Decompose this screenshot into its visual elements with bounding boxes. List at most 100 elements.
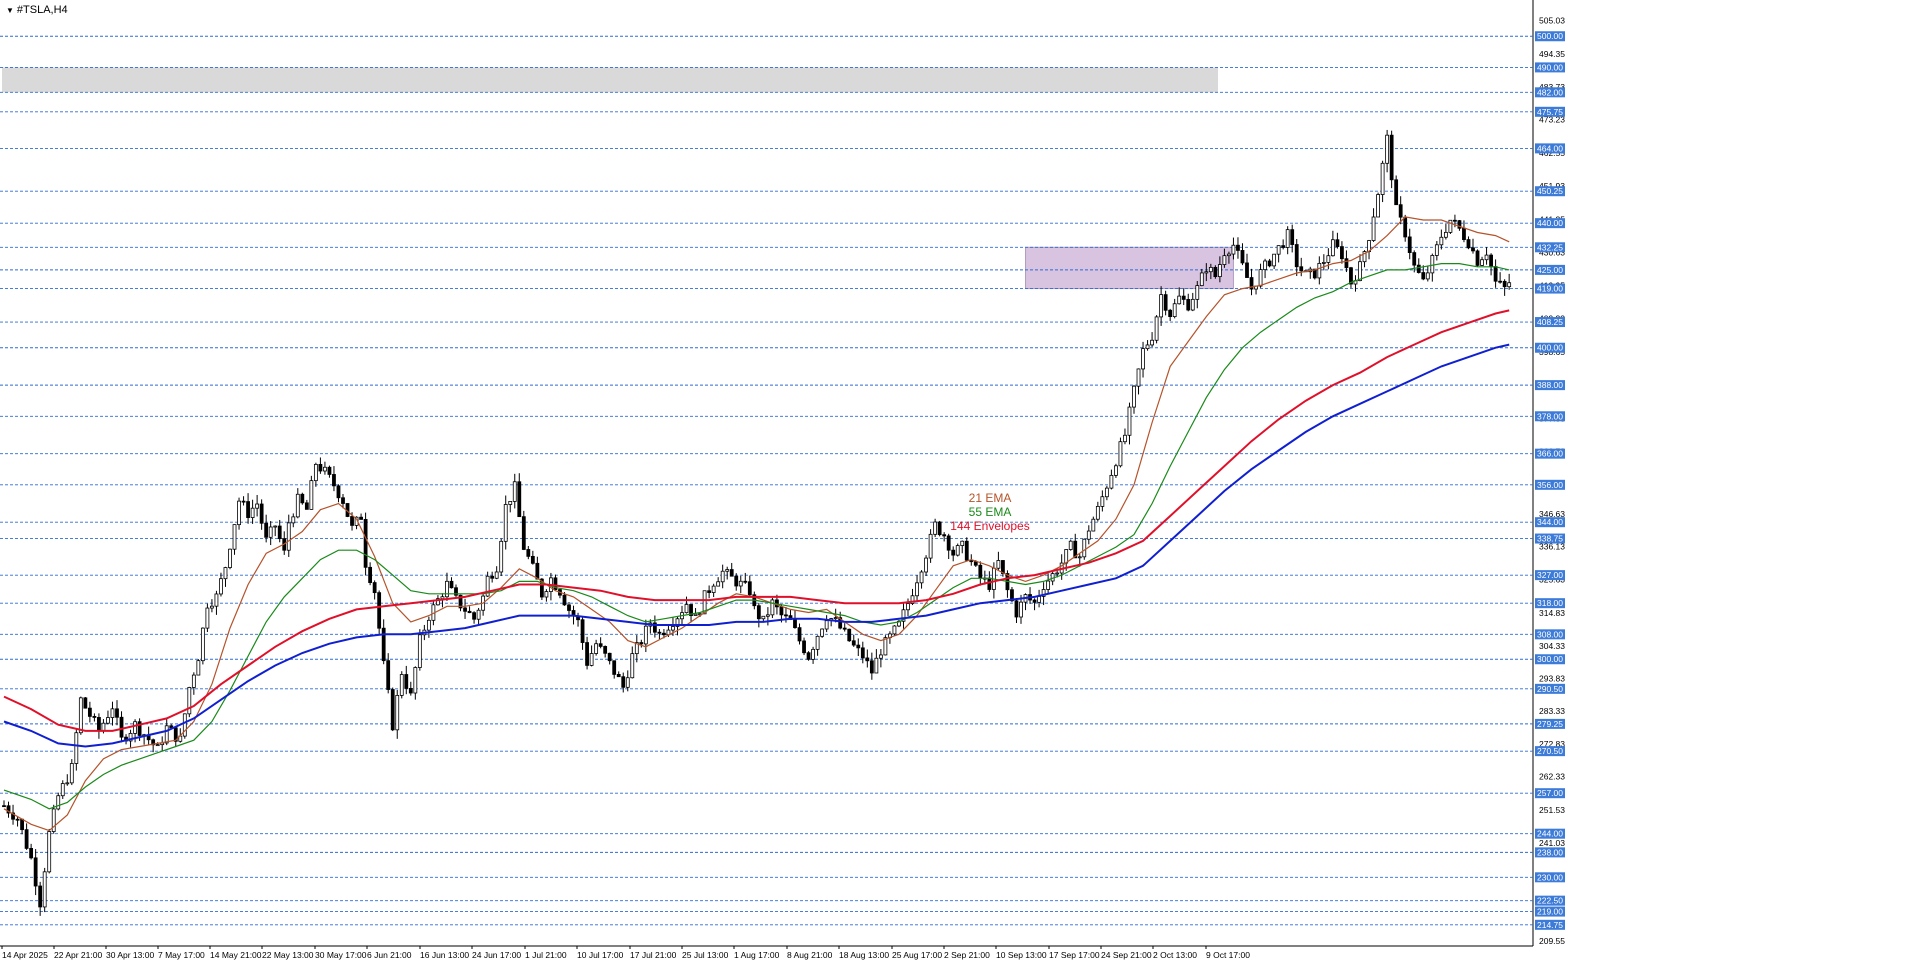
- candle-body: [51, 808, 56, 832]
- candle-body: [517, 481, 522, 518]
- candle-body: [1276, 245, 1281, 255]
- candle-body: [937, 521, 942, 536]
- candle-body: [119, 716, 124, 738]
- candle-body: [264, 522, 269, 538]
- candle-body: [1321, 261, 1326, 264]
- time-tick-label: 18 Aug 13:00: [839, 950, 889, 960]
- candle-body: [1358, 261, 1362, 282]
- candle-body: [1231, 244, 1236, 255]
- candle-body: [313, 463, 318, 482]
- candle-body: [436, 598, 440, 606]
- candle-body: [851, 640, 856, 646]
- candle-body: [110, 708, 115, 718]
- zone-consolidation-zone: [1025, 246, 1234, 290]
- candle-body: [341, 497, 345, 504]
- candle-body: [725, 569, 730, 572]
- candle-body: [702, 590, 707, 615]
- candle-body: [74, 732, 79, 764]
- price-tick-label: 483.73: [1539, 82, 1565, 92]
- candle-body: [689, 604, 693, 616]
- level-tag-label: 500.00: [1537, 31, 1563, 41]
- time-tick-label: 7 May 17:00: [158, 950, 205, 960]
- candle-body: [1249, 277, 1254, 290]
- candle-body: [960, 540, 965, 546]
- candle-body: [1344, 258, 1349, 269]
- candle-body: [671, 626, 675, 631]
- candle-body: [350, 516, 354, 526]
- candle-body: [472, 612, 476, 620]
- candle-body: [182, 713, 187, 737]
- candle-body: [1132, 385, 1136, 408]
- candle-body: [793, 619, 797, 629]
- candle-body: [869, 660, 874, 674]
- candle-body: [1204, 271, 1209, 274]
- candle-body: [1010, 589, 1014, 602]
- candle-body: [784, 614, 788, 617]
- time-tick-label: 1 Aug 17:00: [734, 950, 780, 960]
- candle-body: [1163, 294, 1168, 311]
- level-tag-label: 432.25: [1537, 242, 1563, 252]
- candle-body: [1267, 260, 1272, 267]
- candle-body: [865, 657, 870, 662]
- candle-body: [594, 643, 599, 654]
- level-tag-label: 327.00: [1537, 570, 1563, 580]
- candle-body: [368, 566, 373, 583]
- candle-body: [458, 594, 463, 609]
- candle-body: [1068, 540, 1073, 550]
- level-tag-label: 425.00: [1537, 265, 1563, 275]
- candle-body: [47, 831, 52, 873]
- level-tag: [1535, 872, 1565, 883]
- time-tick-label: 14 May 21:00: [210, 950, 262, 960]
- candle-body: [562, 594, 567, 606]
- candle-body: [878, 654, 883, 659]
- candle-body: [802, 640, 806, 654]
- candle-body: [1172, 303, 1177, 318]
- candle-body: [820, 628, 825, 637]
- candle-body: [616, 674, 621, 678]
- level-tag-label: 214.75: [1537, 920, 1563, 930]
- candle-body: [1236, 244, 1240, 251]
- series-144-envelopes-lower: [3, 343, 1510, 748]
- chart-title: ▼ #TSLA,H4: [6, 4, 68, 16]
- candle-body: [1199, 272, 1204, 287]
- candle-body: [259, 503, 264, 524]
- candle-body: [833, 617, 838, 620]
- dropdown-arrow-icon[interactable]: ▼: [6, 5, 14, 15]
- level-tag: [1535, 448, 1565, 459]
- candle-body: [874, 657, 879, 674]
- candle-body: [214, 593, 219, 607]
- level-tag: [1535, 242, 1565, 253]
- candle-body: [494, 571, 499, 579]
- candle-body: [309, 480, 314, 510]
- candle-body: [295, 493, 300, 518]
- price-tick-label: 262.33: [1539, 772, 1565, 782]
- level-tag-label: 238.00: [1537, 847, 1563, 857]
- candle-body: [1104, 487, 1109, 498]
- candle-body: [1443, 231, 1448, 238]
- candle-body: [133, 721, 137, 734]
- candle-body: [1064, 549, 1069, 564]
- candle-body: [24, 829, 29, 849]
- candle-body: [381, 627, 386, 662]
- candle-body: [1100, 496, 1105, 507]
- level-tag: [1535, 317, 1565, 328]
- candle-body: [191, 674, 196, 688]
- candle-body: [634, 642, 639, 655]
- candle-body: [1145, 344, 1150, 350]
- candle-body: [1335, 239, 1340, 248]
- symbol-label: #TSLA,H4: [16, 4, 68, 16]
- time-tick-label: 22 Apr 21:00: [54, 950, 102, 960]
- price-tick-label: 209.55: [1539, 936, 1565, 946]
- candle-body: [1037, 596, 1041, 603]
- time-tick-label: 17 Jul 21:00: [630, 950, 677, 960]
- candle-body: [598, 643, 603, 647]
- candle-body: [223, 567, 228, 580]
- level-tag: [1535, 218, 1565, 229]
- candle-body: [1380, 162, 1385, 195]
- candle-body: [910, 595, 915, 604]
- candle-body: [1258, 269, 1263, 287]
- candle-body: [38, 885, 43, 908]
- candle-body: [413, 667, 418, 694]
